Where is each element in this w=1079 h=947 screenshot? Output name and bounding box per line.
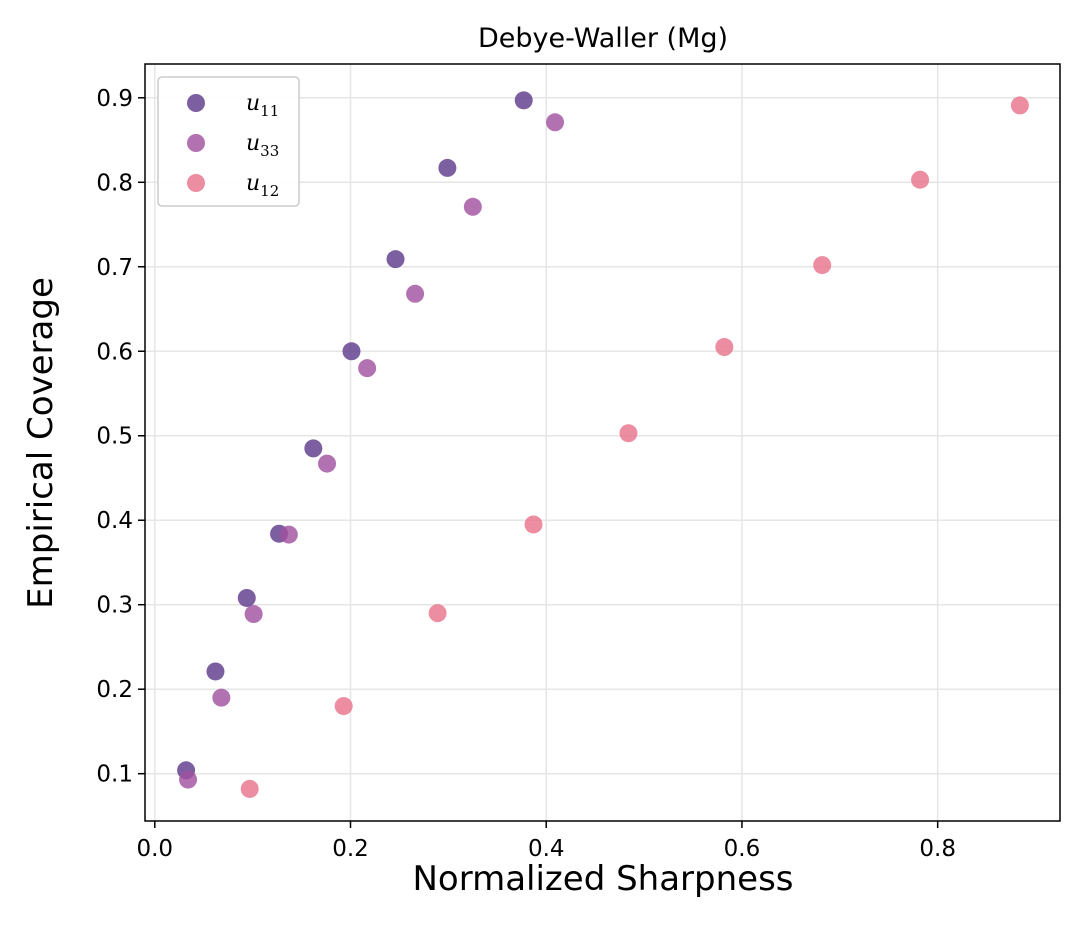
y-axis-title: Empirical Coverage: [21, 277, 61, 609]
plot-frame: [144, 63, 1061, 822]
data-point-u33: [179, 770, 198, 789]
data-point-u11: [342, 342, 361, 361]
data-point-u11: [304, 439, 323, 458]
y-tick-label: 0.6: [96, 339, 133, 365]
data-point-u11: [514, 91, 533, 110]
y-tick-label: 0.4: [96, 508, 133, 534]
legend-label-u11: u11: [246, 91, 279, 120]
x-tick-label: 0.2: [332, 836, 369, 862]
y-tick-label: 0.9: [96, 86, 133, 112]
x-tick-label: 0.8: [919, 836, 956, 862]
legend-label-u33: u33: [246, 131, 279, 160]
series-u33: [179, 113, 565, 789]
data-point-u33: [463, 197, 482, 216]
legend: u11 u33 u12: [157, 76, 300, 207]
data-point-u12: [1010, 96, 1029, 115]
data-point-u33: [406, 284, 425, 303]
chart-title: Debye-Waller (Mg): [478, 23, 728, 54]
y-tick-label: 0.2: [96, 677, 133, 703]
data-point-u12: [240, 779, 259, 798]
x-axis-title: Normalized Sharpness: [412, 859, 793, 899]
data-points: [177, 91, 1029, 798]
data-point-u33: [318, 454, 337, 473]
legend-marker-u33: [187, 134, 205, 152]
data-point-u12: [428, 604, 447, 623]
legend-marker-u12: [187, 174, 205, 192]
data-point-u11: [206, 662, 225, 681]
y-tick-label: 0.8: [96, 170, 133, 196]
y-tick-label: 0.1: [96, 762, 133, 788]
data-point-u33: [279, 525, 298, 544]
y-tick-label: 0.5: [96, 424, 133, 450]
data-point-u12: [334, 697, 353, 716]
legend-label-u12: u12: [246, 171, 279, 200]
x-tick-label: 0.0: [136, 836, 173, 862]
data-point-u12: [715, 338, 734, 357]
data-point-u33: [546, 113, 565, 132]
data-point-u11: [438, 158, 457, 177]
data-point-u12: [911, 170, 930, 189]
data-point-u12: [619, 424, 638, 443]
y-tick-label: 0.3: [96, 593, 133, 619]
data-point-u33: [244, 605, 263, 624]
axis-ticks: 0.0 0.2 0.4 0.6 0.8 0.1 0.2 0.3 0.4 0.5 0.6 0.7 0.8 0…: [96, 86, 956, 862]
grid-lines: [145, 64, 1060, 821]
data-point-u11: [386, 250, 405, 269]
series-u12: [240, 96, 1029, 798]
x-tick-label: 0.6: [724, 836, 761, 862]
data-point-u12: [524, 515, 543, 534]
data-point-u33: [358, 359, 377, 378]
x-tick-label: 0.4: [528, 836, 565, 862]
data-point-u11: [237, 588, 256, 607]
data-point-u12: [813, 256, 832, 275]
data-point-u33: [212, 688, 231, 707]
y-tick-label: 0.7: [96, 255, 133, 281]
legend-marker-u11: [187, 94, 205, 112]
